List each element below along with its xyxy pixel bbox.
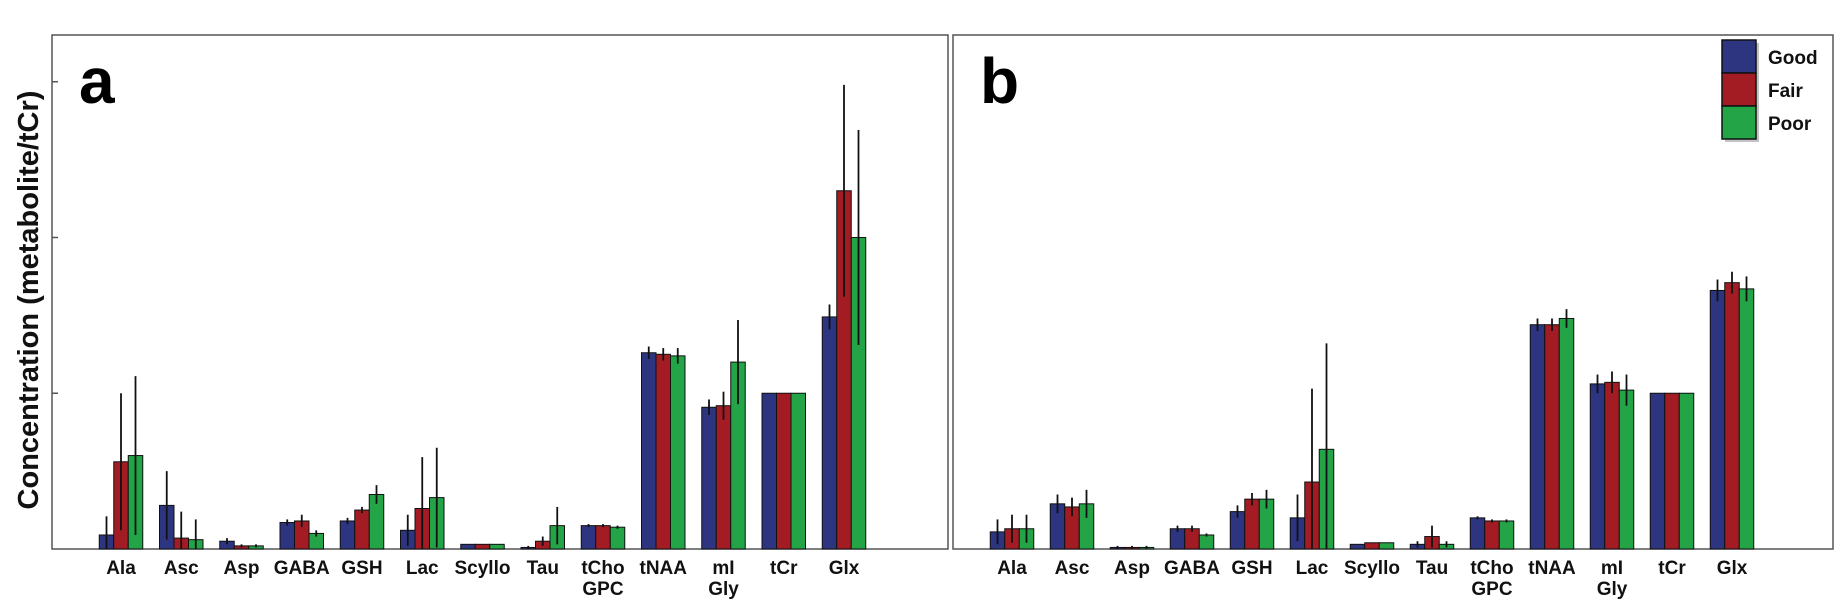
bar-b-Scyllo-good: [1349, 543, 1366, 550]
x-tick-label: tCr: [1658, 558, 1686, 579]
bar-b-tNAA-good: [1529, 324, 1546, 550]
bar-a-tCr-fair: [776, 392, 792, 550]
bar-b-tCho-GPC-poor: [1498, 520, 1515, 550]
panel-label-a: a: [79, 45, 115, 117]
x-tick-label: Asc: [1055, 558, 1090, 579]
bar-a-Scyllo-poor: [489, 543, 505, 550]
x-tick-label: Gly: [708, 579, 739, 600]
x-tick-label: Glx: [1717, 558, 1748, 579]
legend-label-fair: Fair: [1768, 81, 1803, 102]
bar-b-Glx-good: [1709, 289, 1726, 550]
x-tick-label: Lac: [1296, 558, 1329, 579]
x-tick-label: Lac: [406, 558, 439, 579]
bar-b-mI-Gly-poor: [1618, 389, 1635, 550]
bar-b-GABA-poor: [1198, 534, 1215, 550]
x-tick-label: tCho: [581, 558, 624, 579]
bar-b-GSH-fair: [1244, 498, 1260, 550]
x-tick-label: GSH: [1231, 558, 1272, 579]
legend-label-poor: Poor: [1768, 114, 1812, 135]
legend-label-good: Good: [1768, 48, 1818, 69]
bar-b-tCho-GPC-fair: [1484, 520, 1500, 550]
bar-b-Glx-poor: [1738, 288, 1755, 550]
x-tick-label: Asc: [164, 558, 199, 579]
bar-b-mI-Gly-fair: [1604, 381, 1620, 550]
bar-a-GSH-good: [339, 520, 356, 550]
legend-swatch-fair: [1721, 72, 1757, 107]
bar-a-tNAA-poor: [670, 355, 686, 550]
panel-label-b: b: [980, 45, 1019, 117]
bar-b-tCr-poor: [1678, 392, 1695, 550]
x-tick-label: Ala: [997, 558, 1027, 579]
bar-a-mI-Gly-fair: [715, 405, 732, 550]
bar-b-mI-Gly-good: [1589, 383, 1606, 550]
x-tick-label: Tau: [1416, 558, 1448, 579]
bar-a-Glx-good: [821, 316, 838, 550]
bar-a-Scyllo-fair: [474, 543, 491, 550]
x-tick-label: GSH: [341, 558, 382, 579]
x-tick-label: tNAA: [1528, 558, 1576, 579]
bar-a-mI-Gly-good: [701, 406, 717, 550]
y-axis-label: Concentration (metabolite/tCr): [13, 91, 45, 510]
bar-b-tCho-GPC-good: [1469, 517, 1486, 550]
x-tick-label: Ala: [106, 558, 136, 579]
bar-b-tCr-fair: [1664, 392, 1680, 550]
legend-swatch-good: [1721, 39, 1757, 74]
bar-a-tCr-good: [761, 392, 777, 550]
x-tick-label: Gly: [1597, 579, 1628, 600]
panel-frame: [952, 34, 1834, 550]
x-tick-label: Asp: [1114, 558, 1150, 579]
x-tick-label: mI: [1601, 558, 1623, 579]
x-tick-label: GABA: [274, 558, 330, 579]
bar-a-GABA-good: [279, 522, 295, 550]
x-tick-label: tCho: [1470, 558, 1513, 579]
bar-a-Scyllo-good: [460, 543, 476, 550]
bar-a-tCho-GPC-fair: [595, 525, 611, 550]
bar-a-tNAA-fair: [655, 353, 671, 550]
panel-frame: [51, 34, 949, 550]
bar-b-tNAA-fair: [1544, 324, 1560, 550]
bar-b-Scyllo-fair: [1364, 542, 1380, 550]
x-tick-label: GABA: [1164, 558, 1220, 579]
x-tick-label: GPC: [1471, 579, 1512, 600]
x-tick-label: Asp: [224, 558, 260, 579]
legend-swatch-poor: [1721, 105, 1757, 140]
bar-b-tNAA-poor: [1558, 317, 1575, 550]
bar-a-tCho-GPC-poor: [609, 526, 626, 550]
x-tick-label: Scyllo: [1344, 558, 1400, 579]
bar-a-tNAA-good: [641, 352, 657, 550]
bar-b-Scyllo-poor: [1378, 542, 1395, 550]
bar-b-tCr-good: [1649, 392, 1666, 550]
bar-a-tCr-poor: [790, 392, 806, 550]
x-tick-label: Tau: [527, 558, 559, 579]
x-tick-label: tNAA: [640, 558, 688, 579]
x-tick-label: Glx: [829, 558, 860, 579]
x-tick-label: Scyllo: [455, 558, 511, 579]
bar-a-GSH-fair: [354, 509, 370, 550]
x-tick-label: tCr: [770, 558, 798, 579]
bar-a-tCho-GPC-good: [580, 525, 597, 550]
legend: Good Fair Poor: [1721, 39, 1818, 142]
bar-b-Glx-fair: [1724, 282, 1740, 550]
x-tick-label: mI: [712, 558, 734, 579]
x-tick-label: GPC: [582, 579, 623, 600]
